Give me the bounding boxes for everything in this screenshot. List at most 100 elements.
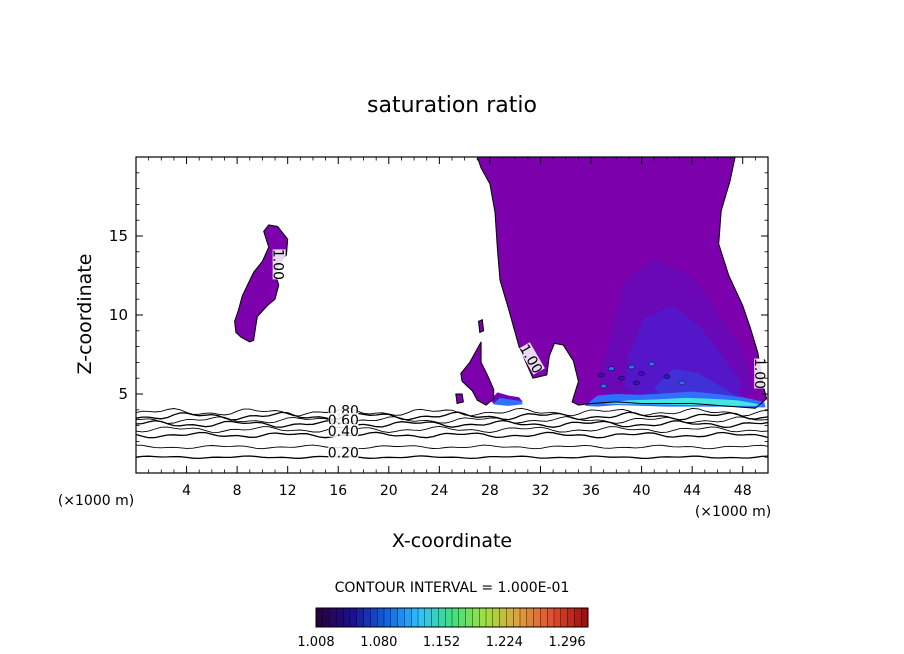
- colorbar-cell: [397, 607, 405, 628]
- y-axis-ticks: 5 10 15: [109, 172, 768, 458]
- colorbar-cell: [336, 607, 344, 628]
- x-tick-label: 28: [481, 483, 499, 499]
- x-tick-label: 16: [329, 483, 347, 499]
- colorbar-cell: [485, 607, 494, 628]
- contour-interval-label: CONTOUR INTERVAL = 1.000E-01: [335, 580, 570, 596]
- contour-line-0-20: [135, 455, 769, 460]
- contour-line-0-70: [135, 416, 769, 424]
- contour-line-0-40: [135, 431, 769, 439]
- colorbar-cell: [465, 607, 473, 628]
- colorbar-cell: [519, 607, 528, 628]
- colorbar-cell: [547, 607, 555, 628]
- contour-label: 1.00: [270, 249, 286, 280]
- speckle-cell: [648, 361, 655, 367]
- colorbar-cell: [506, 607, 514, 628]
- contour-line-0-60: [135, 419, 769, 428]
- contour-line-1-00: [476, 156, 768, 409]
- colorbar-cell: [343, 607, 351, 628]
- contour-line-1-00: [234, 224, 289, 343]
- colorbar-cell: [411, 607, 419, 628]
- chart-title: saturation ratio: [367, 93, 537, 118]
- speckle-cell: [597, 372, 605, 378]
- speckle-cell: [600, 383, 607, 389]
- contour-label-background: [328, 412, 359, 426]
- colorbar-cell: [417, 607, 426, 628]
- colorbar-tick-label: 1.152: [423, 635, 460, 650]
- contour-label-group: 1.00: [270, 249, 286, 280]
- colorbar-cell: [567, 607, 575, 628]
- colorbar-cell: [356, 607, 365, 628]
- x-tick-label: 36: [582, 483, 600, 499]
- contour-line-1-00: [477, 318, 485, 334]
- x-tick-label: 40: [633, 483, 651, 499]
- colorbar-cell: [499, 607, 507, 628]
- speckle-cell: [678, 380, 686, 386]
- colorbar: 1.008 1.080 1.152 1.224 1.296: [297, 607, 589, 650]
- contour-lines: [135, 156, 769, 460]
- colorbar-cell: [581, 607, 589, 628]
- colorbar-cell: [363, 607, 371, 628]
- colorbar-cell: [458, 607, 467, 628]
- speckle-cell: [608, 366, 615, 371]
- x-tick-label: 24: [430, 483, 448, 499]
- contour-label-group: 1.00: [751, 358, 768, 389]
- colorbar-cell: [431, 607, 439, 628]
- colorbar-cell: [526, 607, 535, 628]
- colorbar-cell: [451, 607, 460, 628]
- colorbar-cell: [329, 607, 337, 628]
- colorbar-cell: [370, 607, 378, 628]
- contour-label-background: [754, 358, 768, 389]
- colorbar-cell: [438, 607, 446, 628]
- colorbar-cells: [315, 607, 589, 628]
- contour-line-0-90: [135, 407, 769, 417]
- supersat-tongue: [460, 341, 494, 406]
- colorbar-cell: [533, 607, 541, 628]
- supersat-core-2: [623, 305, 741, 399]
- colorbar-tick-label: 1.008: [297, 635, 334, 650]
- speckle-cell: [663, 374, 671, 379]
- colorbar-cell: [315, 607, 324, 628]
- colorbar-cell: [390, 607, 399, 628]
- colorbar-cell: [424, 607, 433, 628]
- supersat-core-3: [654, 368, 737, 398]
- colorbar-tick-label: 1.080: [360, 635, 397, 650]
- speckle-cell: [633, 380, 640, 386]
- x-tick-label: 12: [279, 483, 297, 499]
- colorbar-cell: [540, 607, 548, 628]
- y-tick-label: 10: [109, 306, 128, 324]
- contour-line-0-30: [135, 444, 769, 450]
- contour-line-1-00: [460, 341, 495, 406]
- contour-label-background: [328, 423, 359, 437]
- colorbar-cell: [349, 607, 358, 628]
- y-axis-label: Z-coordinate: [74, 254, 96, 375]
- supersat-drop: [455, 394, 464, 404]
- plot-area: 1.001.00 1.000.800.600.400.20: [135, 156, 769, 474]
- contour-line-0-50: [135, 425, 769, 433]
- x-tick-label: 44: [683, 483, 701, 499]
- x-tick-label: 20: [380, 483, 398, 499]
- y-tick-label: 15: [109, 227, 128, 245]
- colorbar-cell: [574, 607, 582, 628]
- contour-labels: 1.001.00 1.000.800.600.400.20: [270, 249, 768, 461]
- colorbar-cell: [492, 607, 501, 628]
- colorbar-cell: [377, 607, 385, 628]
- contour-line-1-00: [455, 393, 464, 405]
- contour-label: 0.40: [328, 424, 359, 440]
- colorbar-cell: [322, 607, 331, 628]
- colorbar-tick-labels: 1.008 1.080 1.152 1.224 1.296: [297, 635, 585, 650]
- x-unit-label-right: (×1000 m): [695, 504, 771, 520]
- x-unit-label-left: (×1000 m): [58, 493, 134, 509]
- contour-label-group: 0.20: [328, 445, 359, 461]
- x-tick-label: 48: [734, 483, 752, 499]
- filled-contours: [234, 157, 767, 409]
- colorbar-tick-label: 1.296: [548, 635, 585, 650]
- speckle-cell: [638, 371, 645, 376]
- x-tick-label: 8: [233, 483, 242, 499]
- colorbar-frame: [315, 607, 589, 628]
- colorbar-cell: [404, 607, 412, 628]
- colorbar-cell: [383, 607, 392, 628]
- colorbar-cell: [479, 607, 487, 628]
- colorbar-cell: [560, 607, 569, 628]
- colorbar-cell: [445, 607, 453, 628]
